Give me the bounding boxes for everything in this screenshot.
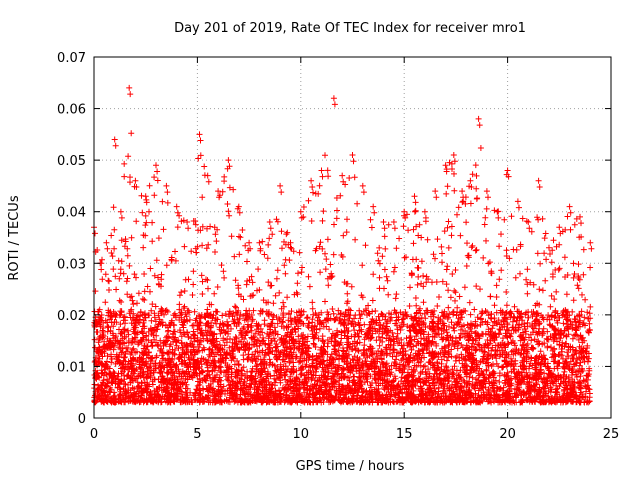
roti-markers [91, 84, 595, 406]
x-tick-label: 25 [603, 427, 620, 442]
x-tick-label: 0 [90, 427, 98, 442]
y-tick-label: 0.05 [57, 154, 86, 169]
plot-frame [93, 56, 612, 419]
x-tick-label: 5 [193, 427, 201, 442]
chart-title: Day 201 of 2019, Rate Of TEC Index for r… [174, 21, 526, 36]
x-tick-label: 20 [499, 427, 516, 442]
x-tick-label: 10 [293, 427, 310, 442]
y-tick-label: 0.03 [57, 257, 86, 272]
y-axis-label: ROTI / TECUs [7, 195, 22, 280]
x-tick-label: 15 [396, 427, 413, 442]
data-points [91, 84, 595, 406]
x-axis-ticks: 0 5 10 15 20 25 [90, 57, 619, 442]
y-tick-label: 0.01 [57, 360, 86, 375]
y-tick-label: 0.04 [57, 206, 86, 221]
y-tick-label: 0.06 [57, 103, 86, 118]
y-axis-ticks: 0 0.01 0.02 0.03 0.04 0.05 0.06 0.07 [57, 51, 611, 427]
y-tick-label: 0 [78, 412, 86, 427]
x-axis-label: GPS time / hours [296, 459, 405, 474]
y-tick-label: 0.02 [57, 309, 86, 324]
y-tick-label: 0.07 [57, 51, 86, 66]
